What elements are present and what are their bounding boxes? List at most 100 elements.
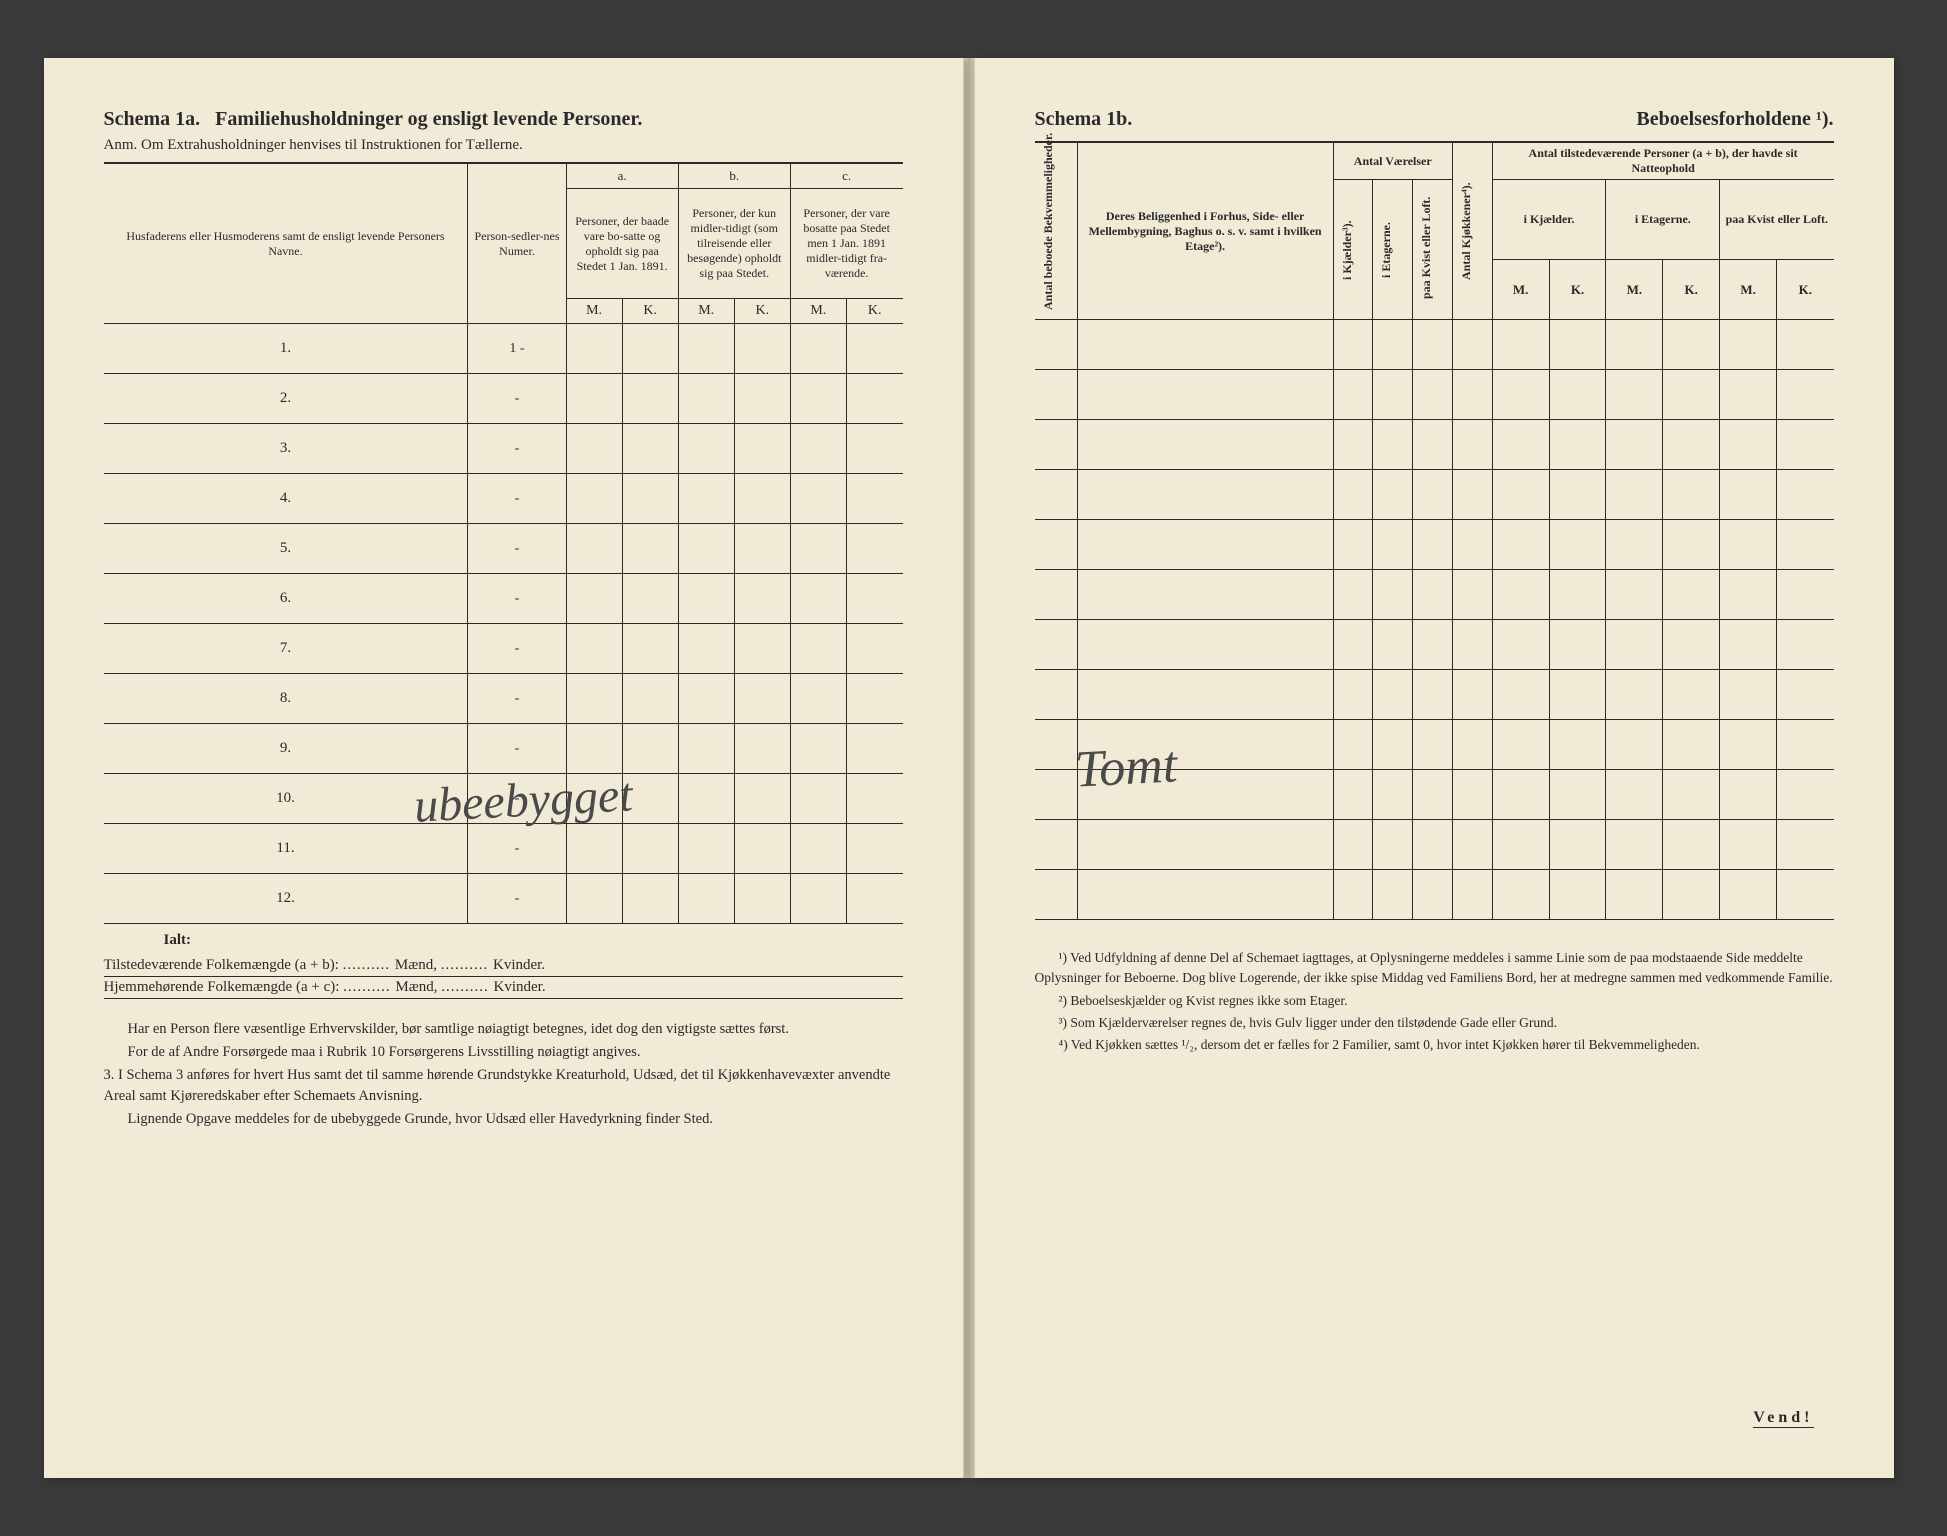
cell: [1373, 870, 1413, 920]
col-kjokken: Antal Kjøkkener⁴).: [1452, 143, 1492, 320]
sum-label: Tilstedeværende Folkemængde (a + b):: [104, 957, 339, 973]
cell: [1663, 720, 1720, 770]
col-natt-kjael: i Kjælder.: [1492, 180, 1606, 260]
summary-hjemme: Hjemmehørende Folkemængde (a + c): .....…: [104, 977, 903, 999]
cell: [1413, 320, 1453, 370]
cell: [1413, 770, 1453, 820]
cell: [1663, 420, 1720, 470]
cell: [1333, 570, 1373, 620]
cell: [1720, 620, 1777, 670]
footnote-1: ¹) Ved Udfyldning af denne Del af Schema…: [1035, 948, 1834, 989]
cell: [846, 524, 902, 574]
footnote-4: ⁴) Ved Kjøkken sættes ¹/₂, dersom det er…: [1035, 1035, 1834, 1055]
sum-maend: Mænd,: [395, 957, 437, 973]
cell: [1720, 370, 1777, 420]
para3: 3. I Schema 3 anføres for hvert Hus samt…: [104, 1065, 903, 1107]
cell: [1333, 620, 1373, 670]
schema-1a-title: Schema 1a. Familiehusholdninger og ensli…: [104, 108, 903, 131]
col-antal-personer: Antal tilstedeværende Personer (a + b), …: [1492, 143, 1833, 180]
table-row: 7.-: [104, 624, 903, 674]
cell: [1333, 320, 1373, 370]
cell: [678, 774, 734, 824]
cell: [566, 324, 622, 374]
col-m: M.: [566, 299, 622, 324]
cell: [734, 524, 790, 574]
cell: [790, 374, 846, 424]
col-m: M.: [1606, 260, 1663, 320]
cell: [566, 724, 622, 774]
cell: [790, 674, 846, 724]
cell: [1035, 770, 1078, 820]
col-antal-bek: Antal beboede Bekvemmeligheder.: [1035, 143, 1078, 320]
para4: Lignende Opgave meddeles for de ubebygge…: [104, 1109, 903, 1130]
para3-text: I Schema 3 anføres for hvert Hus samt de…: [104, 1067, 891, 1104]
cell: [622, 674, 678, 724]
cell: [678, 424, 734, 474]
cell: [734, 324, 790, 374]
table-row: 9.-: [104, 724, 903, 774]
table-row: [1035, 820, 1834, 870]
cell: [734, 424, 790, 474]
cell: [1492, 870, 1549, 920]
table-row: [1035, 320, 1834, 370]
cell: [1606, 870, 1663, 920]
cell: [566, 524, 622, 574]
row-num: 1.: [104, 324, 468, 374]
cell: [1777, 570, 1834, 620]
col-c-text: Personer, der vare bosatte paa Stedet me…: [790, 189, 902, 299]
table-row: 5.-: [104, 524, 903, 574]
cell: [1333, 670, 1373, 720]
cell-numer: -: [468, 374, 566, 424]
cell: [1606, 520, 1663, 570]
col-m: M.: [1492, 260, 1549, 320]
cell: [622, 874, 678, 924]
col-k: K.: [1663, 260, 1720, 320]
col-a-label: a.: [566, 164, 678, 189]
cell: [1492, 420, 1549, 470]
instructions-text: Har en Person flere væsentlige Erhvervsk…: [104, 1019, 903, 1130]
cell: [622, 524, 678, 574]
col-kvist: paa Kvist eller Loft.: [1413, 180, 1453, 320]
cell: [678, 824, 734, 874]
cell: [678, 474, 734, 524]
table-row: [1035, 670, 1834, 720]
cell: [1606, 470, 1663, 520]
cell: [1035, 470, 1078, 520]
cell: [1777, 770, 1834, 820]
cell: [1035, 320, 1078, 370]
cell: [790, 774, 846, 824]
cell: [734, 774, 790, 824]
schema-1b-label: Schema 1b.: [1035, 108, 1133, 131]
cell: [1663, 470, 1720, 520]
cell: [1077, 570, 1333, 620]
cell: [622, 624, 678, 674]
cell: [1606, 370, 1663, 420]
cell: [1549, 870, 1606, 920]
row-num: 10.: [104, 774, 468, 824]
cell: [1606, 420, 1663, 470]
cell: [566, 674, 622, 724]
cell: [790, 324, 846, 374]
cell: [1373, 420, 1413, 470]
table-row: [1035, 520, 1834, 570]
cell: [566, 474, 622, 524]
table-row: [1035, 470, 1834, 520]
cell: [1777, 870, 1834, 920]
cell: [1492, 320, 1549, 370]
cell: [846, 624, 902, 674]
cell: [1333, 420, 1373, 470]
cell: [734, 374, 790, 424]
cell: [1077, 820, 1333, 870]
cell: [1452, 320, 1492, 370]
cell: [846, 674, 902, 724]
cell: [1077, 470, 1333, 520]
cell: [1606, 670, 1663, 720]
cell: [1663, 570, 1720, 620]
cell: [734, 574, 790, 624]
cell: [1549, 620, 1606, 670]
cell: [622, 374, 678, 424]
cell: [790, 524, 846, 574]
cell: [846, 724, 902, 774]
cell-numer: -: [468, 524, 566, 574]
table-row: 12.-: [104, 874, 903, 924]
